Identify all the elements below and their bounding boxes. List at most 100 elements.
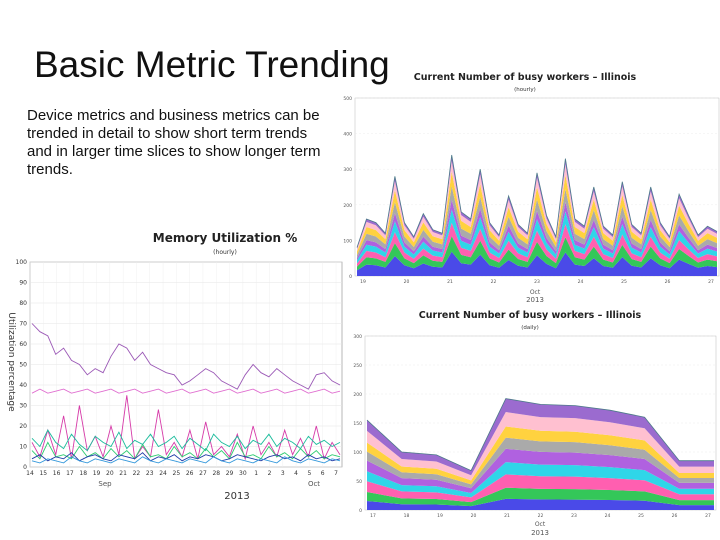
stacked-area-2 — [357, 222, 717, 267]
series-line-5 — [31, 452, 341, 462]
x-tick-label: 18 — [404, 513, 410, 519]
chart-subtitle: (daily) — [521, 325, 538, 331]
x-tick-label: 25 — [173, 470, 181, 477]
chart-subtitle: (hourly) — [213, 249, 237, 256]
stacked-area-4 — [357, 199, 717, 261]
x-tick-label: 24 — [605, 513, 611, 519]
x-tick-label: 20 — [471, 513, 477, 519]
x-tick-label: 4 — [294, 470, 298, 477]
x-tick-label: 26 — [186, 470, 194, 477]
y-tick-label: 100 — [353, 450, 362, 456]
y-tick-label: 200 — [343, 203, 352, 209]
y-tick-label: 70 — [19, 321, 27, 328]
x-tick-label: 19 — [437, 513, 443, 519]
y-tick-label: 20 — [19, 423, 27, 430]
x-axis-month-label: Oct — [530, 289, 541, 296]
x-tick-label: 7 — [334, 470, 338, 477]
stacked-area-7 — [357, 161, 717, 252]
x-month-label: Sep — [98, 480, 112, 488]
x-tick-label: 19 — [360, 279, 366, 285]
y-tick-label: 100 — [343, 238, 352, 244]
x-tick-label: 30 — [239, 470, 247, 477]
x-axis-year-label: 2013 — [224, 491, 249, 502]
stacked-area-8 — [367, 398, 714, 476]
stacked-area-4 — [367, 448, 714, 493]
stacked-area-5 — [367, 437, 714, 489]
busy-workers-hourly-chart: Current Number of busy workers – Illinoi… — [343, 72, 720, 304]
chart-title: Current Number of busy workers – Illinoi… — [419, 310, 642, 321]
x-tick-label: 23 — [571, 513, 577, 519]
x-tick-label: 27 — [705, 513, 711, 519]
chart-subtitle: (hourly) — [514, 87, 536, 93]
busy-workers-daily-chart: Current Number of busy workers – Illinoi… — [353, 310, 717, 537]
y-tick-label: 0 — [23, 464, 27, 471]
total-outline — [356, 154, 718, 248]
stacked-area-1 — [357, 236, 717, 271]
stacked-area-5 — [357, 186, 717, 259]
x-tick-label: 18 — [79, 470, 87, 477]
x-tick-label: 25 — [638, 513, 644, 519]
y-tick-label: 50 — [356, 479, 362, 485]
x-tick-label: 29 — [226, 470, 234, 477]
slide-title: Basic Metric Trending — [34, 44, 390, 85]
stacked-area-3 — [357, 209, 717, 264]
y-tick-label: 0 — [349, 274, 352, 280]
x-tick-label: 16 — [53, 470, 61, 477]
stacked-area-2 — [367, 474, 714, 503]
x-tick-label: 17 — [66, 470, 74, 477]
x-month-label: Oct — [308, 480, 320, 488]
x-axis-year-label: 2013 — [531, 529, 549, 537]
x-tick-label: 22 — [538, 513, 544, 519]
x-tick-label: 24 — [159, 470, 167, 477]
x-tick-label: 1 — [254, 470, 258, 477]
y-tick-label: 60 — [19, 341, 27, 348]
stacked-area-3 — [367, 462, 714, 498]
y-tick-label: 200 — [353, 392, 362, 398]
x-tick-label: 20 — [404, 279, 410, 285]
x-tick-label: 26 — [665, 279, 671, 285]
stacked-area-1 — [367, 487, 714, 507]
x-tick-label: 6 — [321, 470, 325, 477]
stacked-area-6 — [367, 426, 714, 485]
stacked-area-0 — [367, 498, 714, 510]
y-tick-label: 0 — [359, 508, 362, 514]
x-tick-label: 26 — [672, 513, 678, 519]
memory-utilization-chart: Memory Utilization % (hourly) Utilizatio… — [6, 231, 343, 502]
x-axis-month-label: Oct — [535, 521, 546, 528]
x-tick-label: 20 — [106, 470, 114, 477]
x-tick-label: 2 — [268, 470, 272, 477]
x-tick-label: 27 — [199, 470, 207, 477]
x-tick-label: 3 — [281, 470, 285, 477]
series-line-6 — [31, 456, 341, 464]
x-tick-label: 17 — [370, 513, 376, 519]
x-tick-label: 28 — [212, 470, 220, 477]
series-line-0 — [31, 323, 341, 390]
x-tick-label: 21 — [504, 513, 510, 519]
x-tick-label: 5 — [307, 470, 311, 477]
x-tick-label: 19 — [93, 470, 101, 477]
y-tick-label: 40 — [19, 382, 27, 389]
y-tick-label: 30 — [19, 403, 27, 410]
y-tick-label: 50 — [19, 362, 27, 369]
y-tick-label: 150 — [353, 421, 362, 427]
y-tick-label: 500 — [343, 96, 352, 102]
y-tick-label: 250 — [353, 363, 362, 369]
x-tick-label: 15 — [39, 470, 47, 477]
x-tick-label: 21 — [119, 470, 127, 477]
x-axis-year-label: 2013 — [526, 296, 544, 304]
stacked-area-6 — [357, 171, 717, 255]
x-tick-label: 23 — [534, 279, 540, 285]
stacked-area-7 — [367, 412, 714, 481]
y-tick-label: 80 — [19, 300, 27, 307]
series-line-3 — [31, 441, 341, 460]
y-tick-label: 300 — [353, 334, 362, 340]
chart-title: Memory Utilization % — [153, 231, 298, 245]
y-tick-label: 300 — [343, 167, 352, 173]
y-tick-label: 100 — [16, 259, 28, 266]
chart-title: Current Number of busy workers – Illinoi… — [414, 72, 637, 83]
x-tick-label: 14 — [26, 470, 34, 477]
y-tick-label: 10 — [19, 444, 27, 451]
y-tick-label: 90 — [19, 280, 27, 287]
stacked-area-0 — [357, 251, 717, 276]
x-tick-label: 21 — [447, 279, 453, 285]
